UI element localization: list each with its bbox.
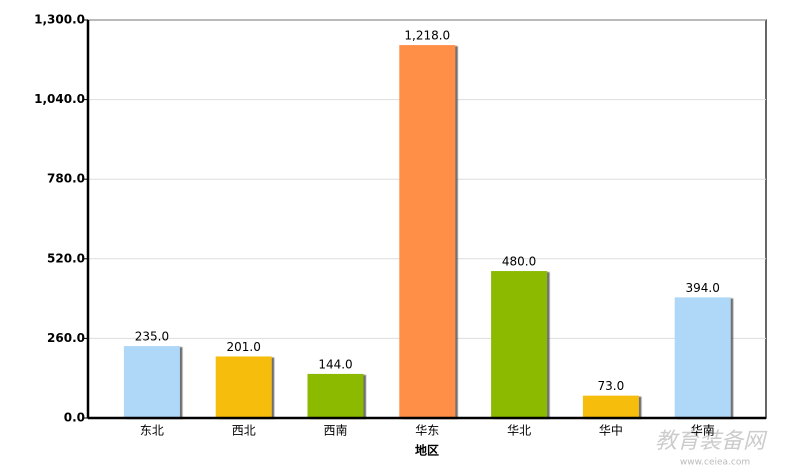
bar xyxy=(674,297,731,418)
x-tick-label: 华东 xyxy=(415,424,439,438)
y-tick-label: 520.0 xyxy=(47,251,85,265)
bar xyxy=(582,395,639,418)
x-axis-title: 地区 xyxy=(415,443,439,458)
bar xyxy=(123,346,180,418)
value-label: 394.0 xyxy=(686,281,720,295)
watermark: 教育装备网 xyxy=(655,429,768,454)
watermark-url: www.ceiea.com xyxy=(680,458,750,468)
x-tick-label: 华中 xyxy=(599,423,623,438)
y-tick-label: 1,040.0 xyxy=(34,92,85,106)
value-label: 144.0 xyxy=(318,357,352,371)
x-tick-label: 华北 xyxy=(507,424,531,438)
bar xyxy=(307,373,364,418)
y-tick-label: 780.0 xyxy=(47,172,85,186)
x-tick-label: 东北 xyxy=(140,424,164,438)
bar xyxy=(491,271,548,418)
x-tick-label: 西北 xyxy=(232,424,256,438)
value-label: 1,218.0 xyxy=(404,29,450,43)
value-label: 480.0 xyxy=(502,255,536,269)
x-tick-label: 西南 xyxy=(323,423,347,438)
y-tick-label: 260.0 xyxy=(47,331,85,345)
bar xyxy=(215,356,272,418)
value-label: 235.0 xyxy=(135,330,169,344)
bar xyxy=(399,45,456,418)
value-label: 73.0 xyxy=(598,379,625,393)
x-tick-label: 华南 xyxy=(691,423,715,438)
y-tick-label: 0.0 xyxy=(64,411,85,425)
value-label: 201.0 xyxy=(227,340,261,354)
y-tick-label: 1,300.0 xyxy=(34,13,85,27)
